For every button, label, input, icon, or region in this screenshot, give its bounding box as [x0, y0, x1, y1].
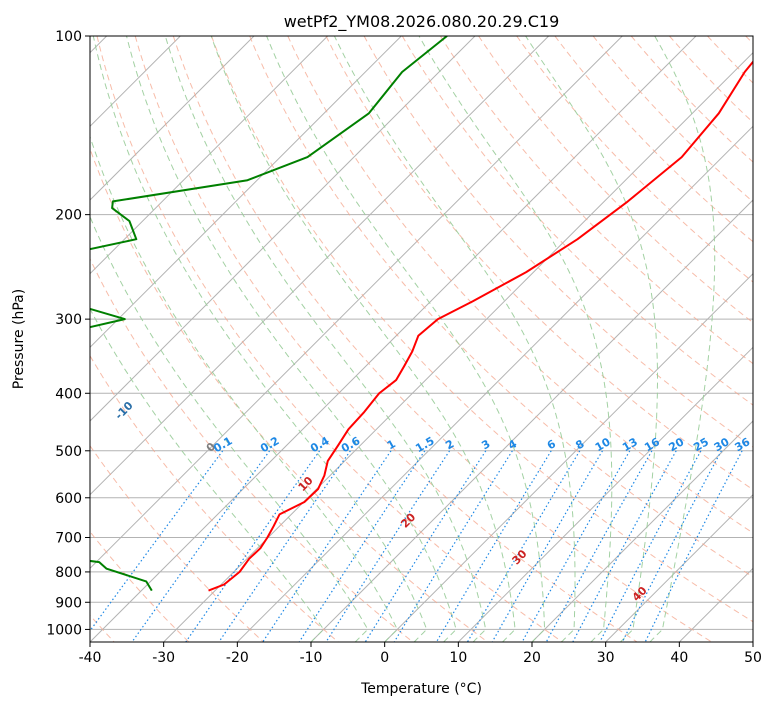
- moist-adiabat-line: [90, 135, 398, 642]
- isobar-grid: [90, 36, 753, 630]
- mixing-ratio-line: [521, 450, 631, 642]
- isotherm-line: [384, 272, 753, 642]
- dry-adiabat-line: [172, 36, 712, 642]
- x-tick-label: -10: [300, 650, 323, 666]
- dry-adiabat-line: [211, 36, 753, 623]
- x-tick-label: 30: [597, 650, 615, 666]
- x-tick-label: -20: [226, 650, 249, 666]
- isotherm-line: [90, 36, 402, 349]
- y-tick-label: 800: [55, 565, 82, 581]
- moist-adiabat-line: [525, 36, 658, 642]
- mixing-ratio-line: [545, 450, 653, 642]
- mixing-ratio-line: [262, 450, 392, 642]
- mixing-ratio-line: [185, 450, 321, 642]
- dry-adiabat-line: [439, 36, 753, 365]
- y-tick-label: 600: [55, 491, 82, 507]
- dry-adiabat-line: [554, 36, 753, 243]
- moist-adiabat-line: [92, 36, 428, 642]
- y-tick-label: 100: [55, 29, 82, 45]
- x-axis-label: Temperature (°C): [360, 681, 482, 697]
- moist-adiabats: [90, 36, 716, 642]
- dry-adiabat-line: [363, 36, 753, 448]
- isotherm-line: [236, 125, 753, 642]
- isotherm-line: [90, 36, 697, 642]
- isotherm-line: [90, 36, 623, 570]
- x-tick-label: 50: [744, 650, 762, 666]
- moist-adiabat-line: [90, 215, 369, 642]
- chart-title: wetPf2_YM08.2026.080.20.29.C19: [284, 12, 560, 32]
- isotherm-line: [457, 346, 753, 642]
- x-tick-label: -40: [79, 650, 102, 666]
- isotherm-line: [90, 36, 550, 496]
- y-tick-label: 200: [55, 208, 82, 224]
- moist-adiabat-line: [266, 36, 546, 642]
- dry-adiabat-line: [592, 36, 753, 203]
- temperature-line: [208, 60, 753, 592]
- dry-adiabat-line: [401, 36, 753, 406]
- y-tick-label: 700: [55, 531, 82, 547]
- moist-adiabat-line: [649, 36, 716, 642]
- plot-frame: [89, 35, 754, 643]
- isotherm-grid: [90, 36, 753, 642]
- x-tick-label: 0: [380, 650, 389, 666]
- dry-adiabat-line: [249, 36, 753, 578]
- dry-adiabats: [90, 36, 753, 642]
- mixing-ratio-line: [90, 450, 224, 632]
- mixing-ratio-line: [298, 450, 426, 642]
- x-tick-label: 20: [523, 650, 541, 666]
- dry-adiabat-line: [287, 36, 753, 534]
- isotherm-line: [605, 493, 753, 642]
- x-tick-label: 10: [449, 650, 467, 666]
- mixing-ratio-line: [621, 450, 722, 642]
- dry-adiabat-line: [325, 36, 753, 491]
- mixing-ratio-labels: 0.1 0.2 0.4 0.6 1 1.5 2 3 4 6 8 10 13 16 20 25 30 36: [211, 434, 752, 455]
- mixing-ratio-line: [218, 450, 351, 642]
- moist-adiabat-line: [210, 36, 516, 642]
- x-tick-label: 40: [670, 650, 688, 666]
- y-tick-label: 300: [55, 312, 82, 328]
- mixing-ratio-line: [644, 450, 743, 642]
- mixing-ratio-line: [393, 450, 513, 642]
- dry-adiabat-line: [90, 257, 414, 642]
- y-tick-label: 1000: [46, 622, 82, 638]
- y-tick-label: 400: [55, 386, 82, 402]
- isotherm-line: [90, 36, 329, 275]
- x-tick-label: -30: [152, 650, 175, 666]
- moist-adiabat-line: [90, 307, 325, 642]
- mixing-ratio-line: [435, 450, 552, 642]
- dry-adiabat-line: [90, 444, 264, 642]
- y-axis-label: Pressure (hPa): [11, 289, 27, 389]
- mixing-ratio-lines: [90, 450, 743, 642]
- y-tick-label: 500: [55, 444, 82, 460]
- isotherm-line: [90, 36, 476, 422]
- x-axis: -40 -30 -20 -10 0 10 20 30 40 50: [79, 642, 762, 666]
- y-tick-label: 900: [55, 595, 82, 611]
- moist-adiabat-line: [418, 36, 613, 642]
- dewpoint-line: [90, 36, 448, 592]
- sounding-series: [90, 36, 753, 592]
- dry-adiabat-line: [90, 354, 339, 642]
- mixing-ratio-line: [572, 450, 677, 642]
- isotherm-line: [90, 36, 255, 201]
- moist-adiabat-line: [126, 36, 457, 642]
- y-axis: 100 200 300 400 500 600 700 800 900 1000: [46, 29, 90, 638]
- dry-adiabat-line: [134, 36, 638, 642]
- isotherm-line: [531, 420, 753, 642]
- dry-adiabat-line: [96, 36, 563, 642]
- mixing-ratio-line: [599, 450, 702, 642]
- moist-adiabat-line: [164, 36, 487, 642]
- moist-adiabat-line: [333, 36, 576, 642]
